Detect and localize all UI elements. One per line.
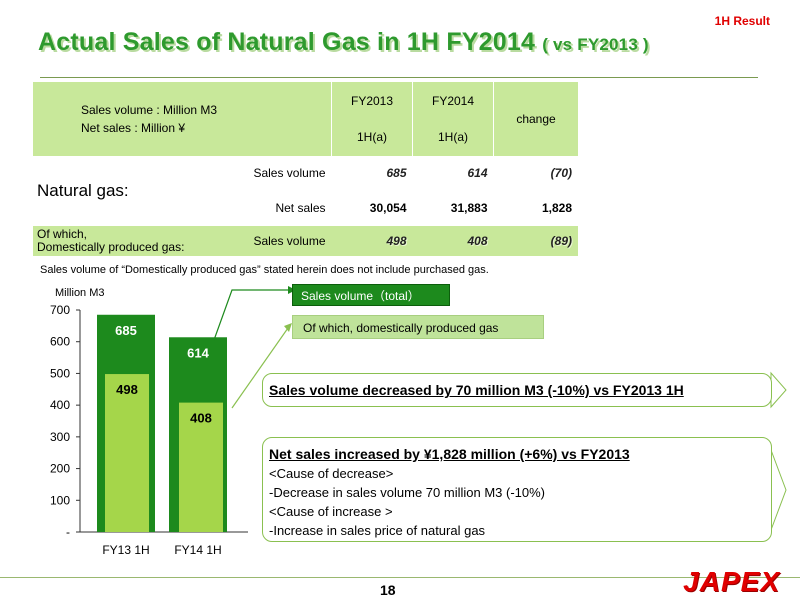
sales-table: Sales volume : Million M3 Net sales : Mi… [33, 82, 578, 256]
ng-net-sales-fy14: 31,883 [450, 201, 488, 215]
bar-domestic-label: 498 [116, 382, 138, 397]
y-tick-label: 100 [50, 493, 70, 507]
japex-logo: JAPEX [683, 566, 780, 597]
domestic-label-1: Of which, [37, 227, 88, 241]
table-row: Of which, Domestically produced gas: Sal… [33, 226, 578, 256]
volume-callout-text: Sales volume decreased by 70 million M3 … [269, 382, 684, 398]
ng-net-sales-change: 1,828 [541, 201, 572, 215]
cause-increase-heading: <Cause of increase > [269, 504, 393, 519]
fy14-label: FY2014 [431, 94, 475, 108]
bars: 685 498 614 408 [97, 314, 227, 532]
y-tick-label: 200 [50, 462, 70, 476]
y-ticks: 700 600 500 400 300 200 100 - [50, 303, 80, 539]
footnote: Sales volume of “Domestically produced g… [40, 264, 489, 276]
bar-domestic-label: 408 [190, 411, 212, 426]
title-sub: ( vs FY2013 ) [542, 35, 649, 54]
change-header: change [493, 82, 578, 156]
units-line-2: Net sales : Million ¥ [81, 121, 186, 135]
net-sales-label: Net sales [275, 201, 326, 215]
bar-domestic [105, 374, 149, 532]
fy14-sub: 1H(a) [437, 130, 468, 144]
y-tick-label: 600 [50, 335, 70, 349]
section-badge: 1H Result [714, 14, 770, 28]
x-category-label: FY14 1H [174, 543, 221, 557]
callout-2-arrow [770, 449, 787, 531]
fy14-header: FY2014 1H(a) [412, 82, 494, 156]
table-row: Net sales 30,054 31,883 1,828 [33, 190, 578, 226]
fy13-sub: 1H(a) [356, 130, 387, 144]
y-tick-label: - [66, 525, 70, 539]
y-tick-label: 500 [50, 366, 70, 380]
title-main: Actual Sales of Natural Gas in 1H FY2014 [38, 28, 543, 56]
y-tick-label: 400 [50, 398, 70, 412]
ng-sales-volume-fy14: 614 [467, 166, 488, 180]
y-axis-label: Million M3 [55, 287, 105, 299]
ng-sales-volume-fy13: 685 [386, 166, 407, 180]
bar-total-label: 614 [187, 345, 209, 360]
legend-total: Sales volume（total） [292, 284, 450, 306]
sales-callout-title: Net sales increased by ¥1,828 million (+… [269, 446, 630, 462]
page-title: Actual Sales of Natural Gas in 1H FY2014… [38, 28, 649, 57]
volume-callout: Sales volume decreased by 70 million M3 … [262, 373, 772, 407]
table-header-row: Sales volume : Million M3 Net sales : Mi… [33, 82, 578, 156]
bar-domestic [179, 402, 223, 532]
page-number: 18 [380, 582, 396, 598]
fy13-label: FY2013 [350, 94, 394, 108]
legend-domestic: Of which, domestically produced gas [292, 315, 544, 339]
ng-net-sales-fy13: 30,054 [369, 201, 407, 215]
title-divider [40, 77, 758, 78]
x-category-label: FY13 1H [102, 543, 149, 557]
sales-callout: Net sales increased by ¥1,828 million (+… [262, 437, 772, 542]
dom-sales-volume-change: (89) [550, 234, 572, 248]
ng-sales-volume-change: (70) [550, 166, 572, 180]
increase-item: -Increase in sales price of natural gas [269, 523, 486, 538]
domestic-label-2: Domestically produced gas: [37, 240, 185, 254]
domestic-label: Of which, Domestically produced gas: [33, 226, 213, 256]
callout-1-arrow [770, 371, 787, 409]
bar-total-label: 685 [115, 323, 137, 338]
y-tick-label: 700 [50, 303, 70, 317]
natural-gas-label: Natural gas: [37, 181, 129, 200]
domestic-connector [231, 327, 289, 409]
domestic-sales-volume-label: Sales volume [253, 234, 326, 248]
domestic-connector-arrow [284, 323, 292, 332]
sales-volume-label: Sales volume [253, 166, 326, 180]
footer-divider [0, 577, 800, 578]
units-cell: Sales volume : Million M3 Net sales : Mi… [33, 82, 332, 156]
fy13-header: FY2013 1H(a) [331, 82, 413, 156]
y-tick-label: 300 [50, 430, 70, 444]
total-connector [213, 289, 288, 341]
dom-sales-volume-fy14: 408 [467, 234, 488, 248]
decrease-item: -Decrease in sales volume 70 million M3 … [269, 485, 545, 500]
units-line-1: Sales volume : Million M3 [81, 103, 218, 117]
x-labels: FY13 1H FY14 1H [102, 543, 221, 557]
dom-sales-volume-fy13: 498 [386, 234, 407, 248]
table-row: Natural gas: Sales volume 685 614 (70) [33, 156, 578, 200]
cause-decrease-heading: <Cause of decrease> [269, 466, 394, 481]
